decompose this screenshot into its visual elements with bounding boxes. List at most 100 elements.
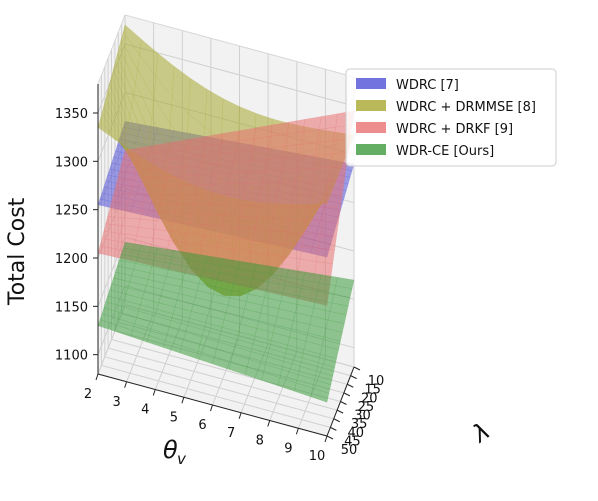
surface-facet [174, 203, 194, 214]
x-tick-label: 5 [170, 410, 178, 425]
surface-facet [166, 166, 185, 178]
surface-facet [310, 387, 330, 403]
surface-facet [245, 170, 265, 184]
surface-facet [223, 204, 243, 217]
legend-swatch [356, 122, 386, 133]
legend-label: WDR-CE [Ours] [396, 144, 494, 159]
y-axis-label: λ [466, 417, 495, 449]
legend-swatch [356, 78, 386, 89]
y-tick-label: 15 [364, 383, 381, 398]
surface-facet [266, 145, 285, 160]
surface-facet [254, 217, 274, 231]
surface-facet [295, 168, 314, 183]
surface-facet [145, 185, 165, 195]
y-tick-mark [353, 366, 361, 371]
surface-facet [198, 163, 218, 176]
surface-facet [191, 203, 210, 215]
surface-facet [268, 133, 287, 149]
x-tick-mark [181, 397, 185, 404]
surface-facet [303, 219, 323, 235]
surface-facet [258, 194, 278, 207]
legend-box [345, 68, 557, 167]
x-tick-label: 6 [198, 418, 206, 433]
grid-line-y [107, 58, 338, 411]
surface-facet [240, 205, 259, 218]
tick-labels: 2345678910101520253035404550110011501200… [55, 107, 384, 464]
surface-facet [211, 183, 231, 195]
surface-facet [282, 144, 302, 159]
surface-facet [116, 170, 136, 180]
surface-facet [141, 202, 161, 213]
y-tick-mark [326, 435, 334, 440]
legend: WDRC [7] WDRC + DRMMSE [8] WDRC + DRKF [9]… [345, 68, 557, 167]
surface-facet [219, 225, 239, 239]
x-tick-label: 10 [309, 449, 326, 464]
surface-facet [269, 230, 288, 245]
x-tick-mark [324, 435, 328, 443]
surface-facet [278, 169, 298, 183]
y-tick-label: 35 [351, 417, 368, 432]
y-tick-label: 50 [341, 443, 358, 458]
legend-swatch [356, 144, 386, 155]
surface-facet [149, 167, 169, 179]
surface-facet [284, 131, 304, 147]
surface-3 [97, 241, 355, 403]
x-tick-mark [124, 381, 128, 388]
surface-facet [133, 169, 153, 180]
surface-facet [176, 194, 196, 205]
surface-facet [172, 212, 192, 224]
surface-facet [213, 172, 233, 185]
surface-facet [167, 157, 187, 169]
surface-facet [256, 205, 276, 219]
surface-facet [203, 224, 223, 238]
surface-facet [178, 184, 198, 195]
surface-facet [249, 147, 269, 162]
z-tick-label: 1200 [55, 252, 88, 267]
surface-facet [247, 159, 267, 173]
surface-facet [158, 202, 178, 214]
surface-facet [252, 228, 272, 243]
y-tick-mark [340, 401, 347, 405]
surface-facet [200, 153, 220, 166]
y-tick-label: 20 [361, 391, 378, 406]
z-tick-label: 1150 [55, 300, 88, 315]
surface-facet [299, 245, 319, 262]
surface-facet [207, 204, 227, 216]
y-tick-mark [330, 426, 337, 431]
x-axis-label: θ v [163, 436, 187, 468]
surface-facet [111, 194, 131, 203]
surface-facet [313, 153, 333, 169]
z-tick-label: 1100 [55, 349, 88, 364]
surface-facet [305, 207, 325, 222]
surface-facet [209, 194, 229, 206]
y-tick-mark [336, 409, 344, 414]
surface-facet [127, 194, 147, 203]
surface-facet [221, 215, 241, 228]
svg-text:θ: θ [163, 436, 178, 464]
x-tick-label: 4 [141, 403, 149, 418]
surface-facet [301, 232, 321, 249]
surface-facet [244, 182, 263, 195]
legend-label: WDRC + DRKF [9] [396, 122, 513, 137]
y-tick-mark [333, 418, 340, 423]
surface-facet [316, 247, 335, 265]
surface-facet [125, 201, 145, 212]
surface-facet [274, 194, 294, 208]
x-tick-label: 8 [256, 434, 264, 449]
surface-facet [194, 183, 214, 195]
y-tick-mark [347, 383, 354, 388]
x-tick-label: 2 [84, 387, 92, 402]
surface-facet [140, 210, 159, 221]
surface-facet [298, 142, 318, 158]
surface-facet [321, 207, 341, 223]
x-tick-label: 3 [112, 395, 120, 410]
surface-facet [236, 227, 256, 241]
x-tick-label: 9 [284, 441, 292, 456]
z-tick-label: 1250 [55, 204, 88, 219]
y-tick-mark [343, 392, 351, 397]
z-tick-label: 1350 [55, 107, 88, 122]
surface-facet [147, 176, 167, 187]
surface-facet [233, 149, 253, 163]
surface-facet [280, 156, 300, 171]
